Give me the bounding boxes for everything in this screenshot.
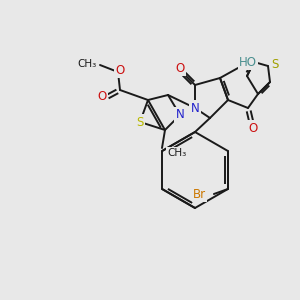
Text: N: N — [176, 109, 184, 122]
Text: Br: Br — [193, 188, 206, 200]
Text: CH₃: CH₃ — [167, 148, 186, 158]
Text: N: N — [190, 101, 200, 115]
Text: O: O — [116, 64, 124, 76]
Text: HO: HO — [239, 56, 257, 68]
Text: O: O — [176, 61, 184, 74]
Text: CH₃: CH₃ — [78, 59, 97, 69]
Text: S: S — [136, 116, 144, 128]
Text: O: O — [98, 91, 106, 103]
Text: S: S — [271, 58, 279, 71]
Text: O: O — [248, 122, 258, 134]
